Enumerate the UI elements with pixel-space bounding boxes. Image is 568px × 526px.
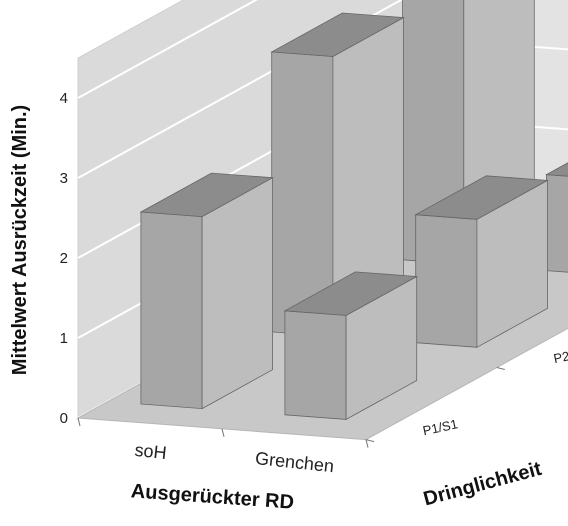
bar-top-face xyxy=(139,172,274,218)
bar-front-face xyxy=(140,211,203,410)
gridline xyxy=(77,0,258,99)
bars xyxy=(139,0,568,421)
bar-top-face xyxy=(270,12,405,57)
bar-side-face xyxy=(201,177,274,410)
bar-top-face xyxy=(545,162,568,177)
z-tick-mark xyxy=(496,367,505,370)
y-tick-label: 2 xyxy=(60,250,68,267)
bar-soH-P1/S1 xyxy=(139,172,274,410)
bar-top-face xyxy=(283,271,419,316)
bar-front-face xyxy=(284,310,347,420)
bar-soH-P2/S2 xyxy=(270,12,405,338)
x-category-labels: soH Grenchen xyxy=(134,440,335,476)
depth-category-label: P1/S1 xyxy=(421,416,459,438)
bar-front-face xyxy=(546,174,568,273)
y-tick-label: 4 xyxy=(60,90,68,107)
x-tick-mark xyxy=(221,428,225,437)
depth-axis-title: Dringlichkeit xyxy=(421,458,544,511)
bar-Grenchen-P1/S1 xyxy=(283,271,419,421)
y-axis-title: Mittelwert Ausrückzeit (Min.) xyxy=(9,105,31,375)
x-tick-mark xyxy=(365,439,369,448)
z-tick-mark xyxy=(365,439,375,443)
gridline xyxy=(77,0,404,179)
depth-category-label: P2/S2 xyxy=(552,344,568,366)
x-tick-mark xyxy=(77,417,81,427)
x-category-label: Grenchen xyxy=(254,448,335,476)
x-category-label: soH xyxy=(134,440,168,463)
x-axis-title: Ausgerückter RD xyxy=(130,480,295,513)
bar-top-face xyxy=(414,175,549,220)
bar-front-face xyxy=(415,214,478,348)
y-tick-label: 3 xyxy=(60,170,68,187)
y-tick-labels: 0 1 2 3 4 xyxy=(60,90,68,427)
bar-Grenchen-P2/S2 xyxy=(414,175,549,348)
y-tick-label: 1 xyxy=(60,330,68,347)
y-tick-label: 0 xyxy=(60,410,68,427)
